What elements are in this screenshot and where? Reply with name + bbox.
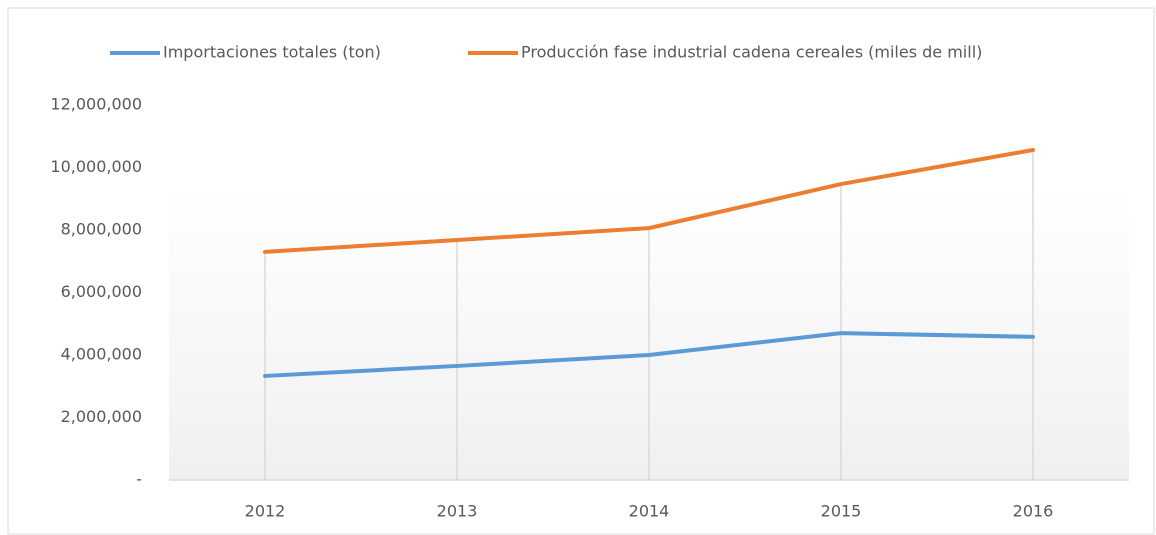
legend-label: Producción fase industrial cadena cereal…: [521, 43, 982, 62]
legend-label: Importaciones totales (ton): [163, 43, 381, 62]
y-tick-label: -: [136, 470, 142, 489]
y-tick-label: 8,000,000: [61, 220, 142, 239]
y-tick-label: 2,000,000: [61, 407, 142, 426]
x-tick-label: 2015: [821, 502, 862, 521]
series-line: [263, 331, 1035, 378]
x-tick-label: 2012: [245, 502, 286, 521]
x-tick-label: 2016: [1013, 502, 1054, 521]
y-tick-label: 6,000,000: [61, 282, 142, 301]
y-tick-label: 10,000,000: [50, 157, 142, 176]
y-tick-label: 12,000,000: [50, 95, 142, 114]
x-tick-label: 2013: [437, 502, 478, 521]
y-tick-label: 4,000,000: [61, 345, 142, 364]
x-tick-label: 2014: [629, 502, 670, 521]
series-line: [263, 148, 1035, 254]
